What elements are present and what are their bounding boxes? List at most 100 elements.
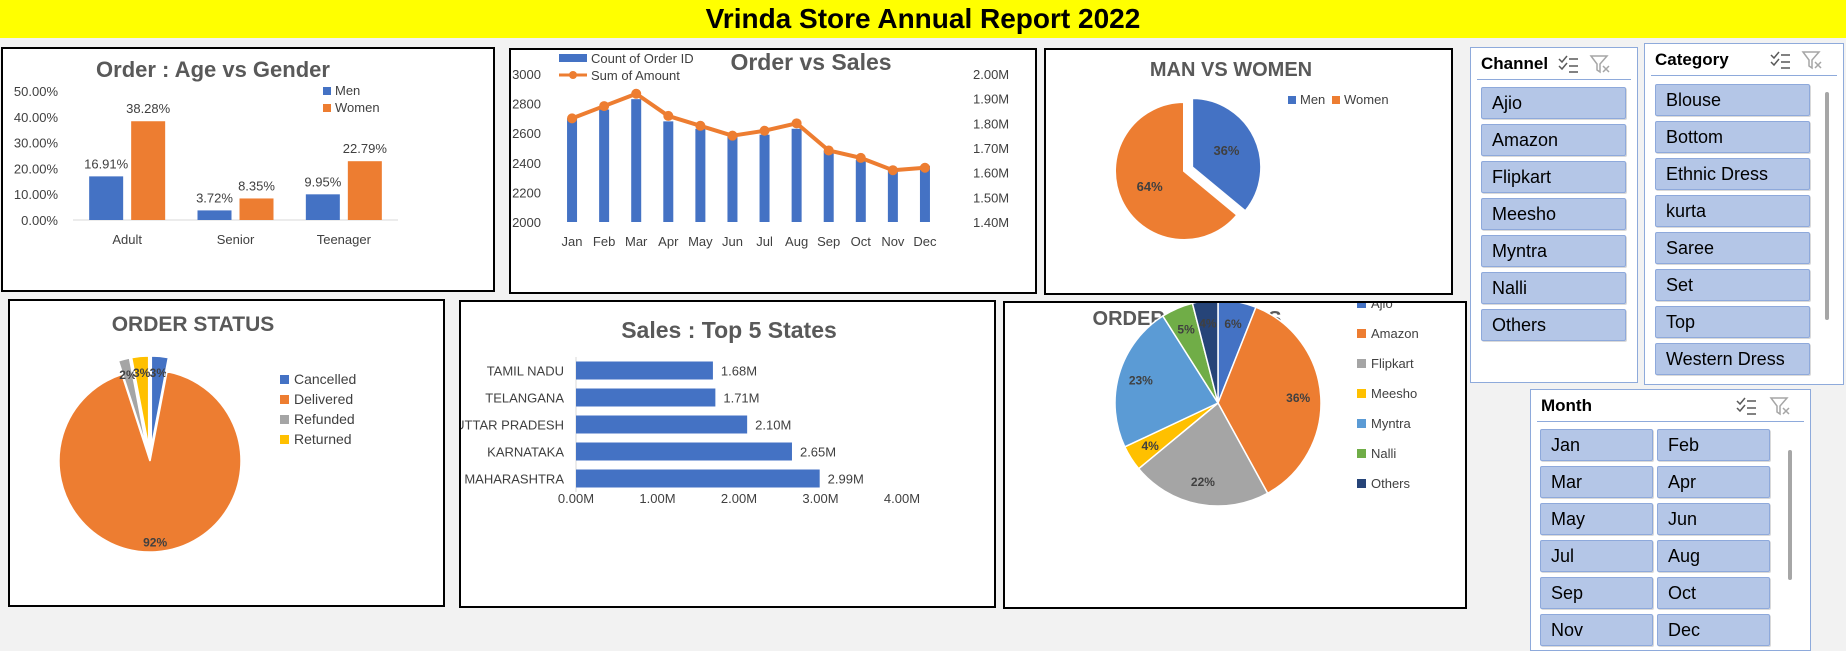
slicer-month-item-oct[interactable]: Oct xyxy=(1657,577,1770,609)
y2-tick-label: 1.90M xyxy=(973,92,1009,107)
chart-title: Sales : Top 5 States xyxy=(621,317,837,343)
y-tick-label: 2400 xyxy=(512,156,541,171)
slicer-month-item-feb[interactable]: Feb xyxy=(1657,429,1770,461)
pie-slice-amazon xyxy=(1217,306,1322,495)
multi-select-icon[interactable] xyxy=(1557,54,1579,74)
legend-label: Cancelled xyxy=(294,371,356,387)
y-tick-label: UTTAR PRADESH xyxy=(461,418,564,433)
clear-filter-icon[interactable] xyxy=(1801,50,1823,70)
slicer-month-item-sep[interactable]: Sep xyxy=(1540,577,1653,609)
legend-label: Myntra xyxy=(1371,416,1412,431)
sales-point-apr xyxy=(663,110,674,121)
x-tick-label: Feb xyxy=(593,234,615,249)
x-tick-label: Teenager xyxy=(317,232,372,247)
pie-data-label: 92% xyxy=(143,536,167,550)
slicer-month-item-aug[interactable]: Aug xyxy=(1657,540,1770,572)
report-title-banner: Vrinda Store Annual Report 2022 xyxy=(0,0,1846,38)
slicer-channel-item-ajio[interactable]: Ajio xyxy=(1481,87,1626,119)
slicer-month-item-may[interactable]: May xyxy=(1540,503,1653,535)
slicer-scrollbar[interactable] xyxy=(1788,450,1792,580)
bar-men-adult xyxy=(89,176,124,220)
bar-women-senior xyxy=(239,198,274,220)
slicer-category-item-saree[interactable]: Saree xyxy=(1655,232,1810,264)
y-tick-label: 10.00% xyxy=(14,187,59,202)
legend-swatch-sum-marker xyxy=(569,71,577,79)
data-label: 16.91% xyxy=(84,156,129,171)
pie-data-label: 64% xyxy=(1137,179,1163,194)
legend-label: Count of Order ID xyxy=(591,51,694,66)
age-gender-chart-panel: Order : Age vs Gender 0.00% 10.00% 20.00% 30… xyxy=(1,47,495,292)
slicer-month-item-jul[interactable]: Jul xyxy=(1540,540,1653,572)
slicer-month-item-apr[interactable]: Apr xyxy=(1657,466,1770,498)
x-tick-label: 1.00M xyxy=(639,491,675,506)
pie-data-label: 36% xyxy=(1213,143,1239,158)
slicer-category-item-bottom[interactable]: Bottom xyxy=(1655,121,1810,153)
x-tick-label: Oct xyxy=(851,234,872,249)
multi-select-icon[interactable] xyxy=(1735,396,1757,416)
y2-tick-label: 1.50M xyxy=(973,190,1009,205)
slicer-month-item-dec[interactable]: Dec xyxy=(1657,614,1770,646)
slicer-month-item-mar[interactable]: Mar xyxy=(1540,466,1653,498)
slicer-month-item-jun[interactable]: Jun xyxy=(1657,503,1770,535)
sales-point-jan xyxy=(567,113,578,124)
x-tick-label: Apr xyxy=(658,234,679,249)
clear-filter-icon[interactable] xyxy=(1769,396,1791,416)
sales-point-jul xyxy=(759,125,770,136)
slicer-category-item-kurta[interactable]: kurta xyxy=(1655,195,1810,227)
x-tick-label: Jun xyxy=(722,234,743,249)
slicer-channel-item-myntra[interactable]: Myntra xyxy=(1481,235,1626,267)
y-tick-label: 40.00% xyxy=(14,110,59,125)
slicer-category-item-western-dress[interactable]: Western Dress xyxy=(1655,343,1810,375)
slicer-category-item-ethnic-dress[interactable]: Ethnic Dress xyxy=(1655,158,1810,190)
slicer-category-item-top[interactable]: Top xyxy=(1655,306,1810,338)
bar-order-count-dec xyxy=(919,165,930,222)
report-title: Vrinda Store Annual Report 2022 xyxy=(705,3,1141,34)
order-sales-chart-panel: Order vs Sales 2000 2200 2400 2600 2800 3000 1.… xyxy=(509,48,1037,294)
x-tick-label: 4.00M xyxy=(884,491,920,506)
slicer-channel-item-flipkart[interactable]: Flipkart xyxy=(1481,161,1626,193)
bar-karnataka xyxy=(576,442,792,461)
legend-label: Women xyxy=(335,100,380,115)
bar-men-teenager xyxy=(305,194,340,220)
slicer-scrollbar[interactable] xyxy=(1825,92,1829,320)
slicer-month-item-jan[interactable]: Jan xyxy=(1540,429,1653,461)
category-slicer: Category Blouse Bottom Ethnic Dress kurta Sar… xyxy=(1644,43,1844,385)
legend-label: Women xyxy=(1344,92,1389,107)
bar-order-count-nov xyxy=(887,168,898,222)
x-tick-label: Jul xyxy=(756,234,773,249)
legend-swatch xyxy=(280,435,289,444)
pie-data-label: 3% xyxy=(133,366,151,380)
slicer-channel-item-others[interactable]: Others xyxy=(1481,309,1626,341)
clear-filter-icon[interactable] xyxy=(1589,54,1611,74)
y2-tick-label: 1.40M xyxy=(973,215,1009,230)
slicer-channel-item-amazon[interactable]: Amazon xyxy=(1481,124,1626,156)
x-tick-label: Jan xyxy=(562,234,583,249)
legend-swatch xyxy=(1332,96,1340,104)
legend-label: Meesho xyxy=(1371,386,1417,401)
chart-title: Order vs Sales xyxy=(730,50,891,75)
pie-slice-cancelled xyxy=(150,355,170,448)
slicer-category-item-blouse[interactable]: Blouse xyxy=(1655,84,1810,116)
slicer-header-divider xyxy=(1477,79,1631,80)
multi-select-icon[interactable] xyxy=(1769,50,1791,70)
sales-point-may xyxy=(695,120,706,131)
legend-label: Nalli xyxy=(1371,446,1396,461)
slicer-month-item-nov[interactable]: Nov xyxy=(1540,614,1653,646)
bar-order-count-oct xyxy=(855,159,866,222)
bar-telangana xyxy=(576,388,716,407)
slicer-channel-item-nalli[interactable]: Nalli xyxy=(1481,272,1626,304)
slicer-channel-item-meesho[interactable]: Meesho xyxy=(1481,198,1626,230)
sales-point-aug xyxy=(791,118,802,129)
pie-data-label: 5% xyxy=(1177,322,1195,336)
bar-men-senior xyxy=(197,210,232,220)
legend-swatch xyxy=(1357,389,1366,398)
sales-point-sep xyxy=(823,145,834,156)
y2-tick-label: 1.80M xyxy=(973,116,1009,131)
legend-swatch xyxy=(323,87,331,95)
data-label: 38.28% xyxy=(126,101,171,116)
y-tick-label: 2000 xyxy=(512,215,541,230)
y-tick-label: 30.00% xyxy=(14,136,59,151)
pie-slice-refunded xyxy=(117,357,148,448)
slicer-category-item-set[interactable]: Set xyxy=(1655,269,1810,301)
y-tick-label: 20.00% xyxy=(14,161,59,176)
